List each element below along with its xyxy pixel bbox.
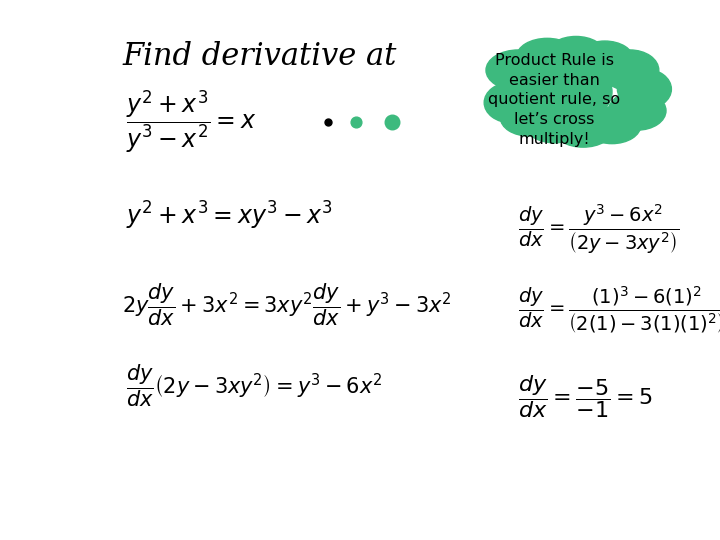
Text: Find derivative at: Find derivative at xyxy=(122,41,397,72)
Text: $\dfrac{y^2 + x^3}{y^3 - x^2} = x$: $\dfrac{y^2 + x^3}{y^3 - x^2} = x$ xyxy=(126,88,256,155)
Ellipse shape xyxy=(526,107,583,143)
Point xyxy=(322,117,333,126)
Ellipse shape xyxy=(618,69,671,109)
Ellipse shape xyxy=(484,82,539,123)
Text: $\dfrac{dy}{dx}\left(2y - 3xy^2\right) = y^3 - 6x^2$: $\dfrac{dy}{dx}\left(2y - 3xy^2\right) =… xyxy=(126,363,382,409)
Ellipse shape xyxy=(486,50,551,90)
Ellipse shape xyxy=(601,50,659,90)
Text: $\dfrac{dy}{dx} = \dfrac{y^3 - 6x^2}{\left(2y - 3xy^2\right)}$: $\dfrac{dy}{dx} = \dfrac{y^3 - 6x^2}{\le… xyxy=(518,202,680,256)
Text: $y^2 + x^3 = xy^3 - x^3$: $y^2 + x^3 = xy^3 - x^3$ xyxy=(126,200,333,232)
Text: Product Rule is
easier than
quotient rule, so
let’s cross
multiply!: Product Rule is easier than quotient rul… xyxy=(488,53,621,147)
Ellipse shape xyxy=(608,91,666,130)
Ellipse shape xyxy=(497,57,612,127)
Point xyxy=(387,117,398,126)
Ellipse shape xyxy=(500,99,558,136)
Ellipse shape xyxy=(554,112,613,147)
Ellipse shape xyxy=(583,107,641,144)
Ellipse shape xyxy=(576,41,634,78)
Ellipse shape xyxy=(517,38,578,75)
Point xyxy=(351,117,362,126)
Text: $2y\dfrac{dy}{dx} + 3x^2 = 3xy^2\dfrac{dy}{dx} + y^3 - 3x^2$: $2y\dfrac{dy}{dx} + 3x^2 = 3xy^2\dfrac{d… xyxy=(122,282,452,328)
Text: $\dfrac{dy}{dx} = \dfrac{-5}{-1} = 5$: $\dfrac{dy}{dx} = \dfrac{-5}{-1} = 5$ xyxy=(518,374,653,420)
Ellipse shape xyxy=(547,36,605,71)
Text: $\dfrac{dy}{dx} = \dfrac{(1)^3 - 6(1)^2}{\left(2(1) - 3(1)(1)^2\right)}$: $\dfrac{dy}{dx} = \dfrac{(1)^3 - 6(1)^2}… xyxy=(518,285,720,336)
